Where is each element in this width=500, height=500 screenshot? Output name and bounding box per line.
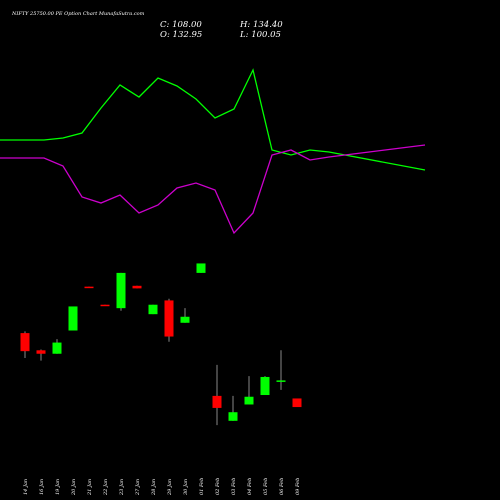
candle-body [116,272,126,309]
x-tick-label: 28 Jan [151,479,157,496]
x-tick-label: 04 Feb [247,478,253,495]
indicator-line-1 [0,144,426,235]
candle-body [68,306,78,331]
candle-body [100,304,110,307]
x-tick-label: 03 Feb [231,478,237,495]
ohlc-high: H: 134.40 [239,20,283,30]
candle-body [196,263,206,273]
indicator-lines [0,68,426,235]
candle-body [84,286,94,289]
x-tick-label: 30 Jan [183,479,189,495]
candle-body [276,380,286,382]
x-tick-label: 02 Feb [215,478,221,495]
x-tick-label: 14 Jan [23,479,29,495]
candle-body [260,376,270,396]
x-tick-label: 16 Jan [39,479,45,495]
candle-body [52,342,62,354]
x-tick-label: 23 Jan [119,479,125,496]
x-tick-label: 29 Jan [167,479,173,496]
x-axis: 14 Jan 16 Jan 19 Jan 20 Jan 21 Jan 22 Jan 23 J… [23,478,301,496]
ohlc-open: O: 132.95 [160,30,202,40]
indicator-line-0 [0,68,426,171]
x-tick-label: 27 Jan [135,479,141,496]
ohlc-close: C: 108.00 [160,20,202,30]
candles [20,263,302,426]
candle-body [36,350,46,354]
x-tick-label: 19 Jan [55,479,61,495]
candle-body [132,285,142,289]
ohlc-low: L: 100.05 [239,30,281,40]
candle-body [20,333,30,352]
x-tick-label: 20 Jan [71,479,77,496]
candle-body [180,316,190,323]
chart-title: NIFTY 25750.00 PE Option Chart MunafaSut… [11,11,145,17]
candle-body [292,398,302,408]
x-tick-label: 09 Feb [295,478,301,495]
x-tick-label: 01 Feb [199,478,205,495]
x-tick-label: 06 Feb [279,478,285,495]
candle-body [228,412,238,421]
candle-body [164,300,174,337]
candle-body [148,304,158,315]
candle-body [244,396,254,405]
candle-body [212,395,222,408]
x-tick-label: 05 Feb [263,478,269,495]
x-tick-label: 21 Jan [87,479,93,496]
x-tick-label: 22 Jan [103,479,109,496]
